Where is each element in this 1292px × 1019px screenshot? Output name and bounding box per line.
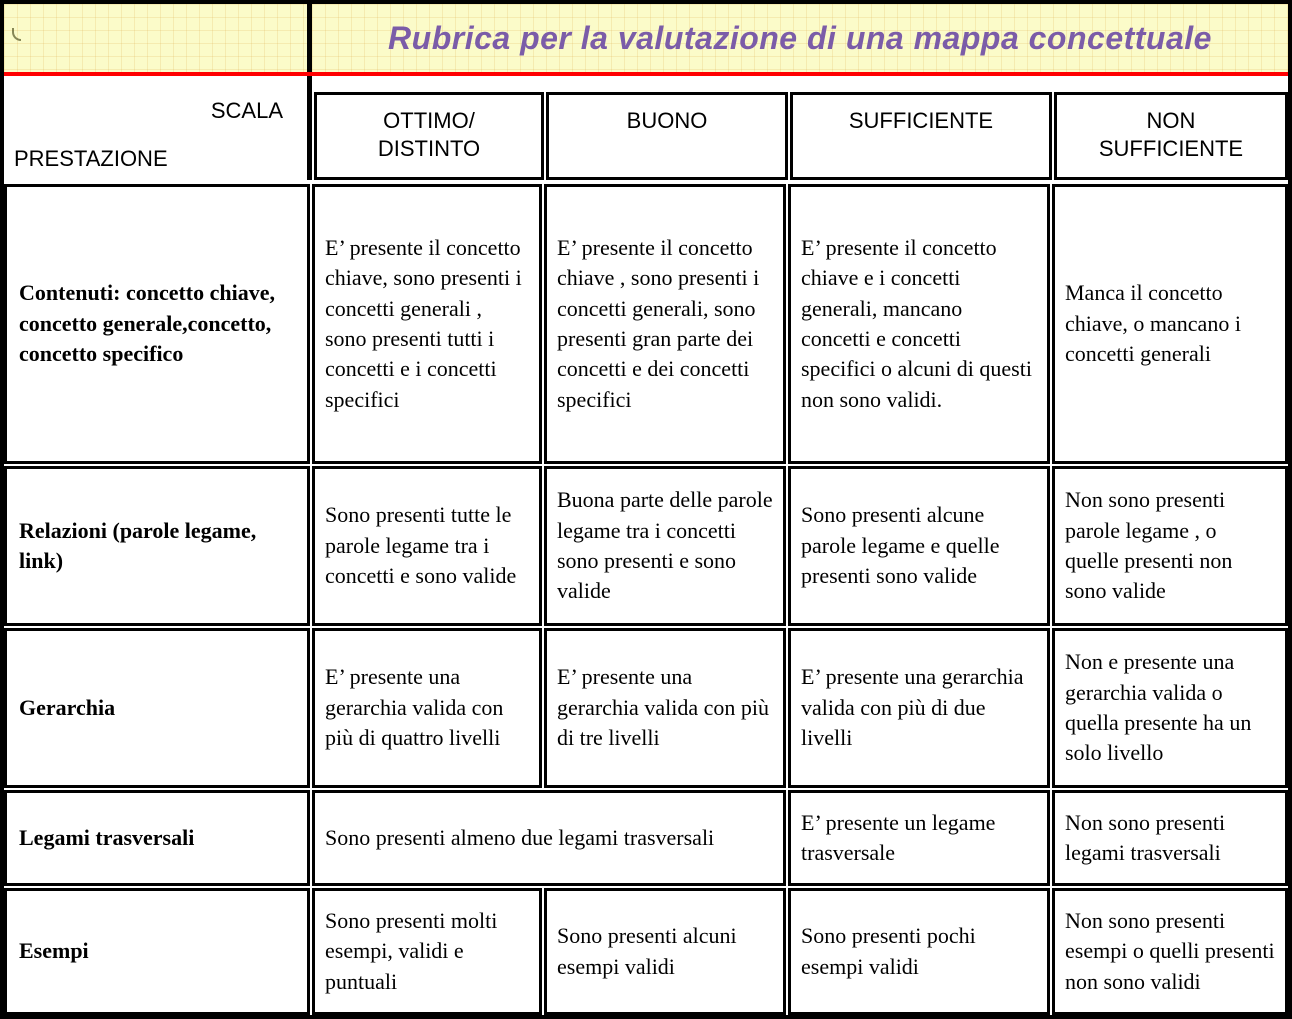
- table-row-contenuti: Contenuti: concetto chiave, concetto gen…: [4, 184, 1288, 464]
- corner-cell: SCALA PRESTAZIONE: [4, 92, 312, 180]
- column-header-sufficiente: SUFFICIENTE: [790, 92, 1052, 180]
- object-anchor-icon: [12, 28, 21, 41]
- table-header-row: SCALA PRESTAZIONE OTTIMO/ DISTINTO BUONO…: [4, 92, 1288, 180]
- page-title: Rubrica per la valutazione di una mappa …: [388, 19, 1212, 56]
- non-sufficiente-cell: Non e presente una gerarchia valida o qu…: [1052, 628, 1288, 788]
- ottimo-cell: E’ presente il concetto chiave, sono pre…: [312, 184, 542, 464]
- title-cell: Rubrica per la valutazione di una mappa …: [312, 4, 1288, 72]
- table-row-esempi: Esempi Sono presenti molti esempi, valid…: [4, 888, 1288, 1015]
- criterion-cell: Esempi: [4, 888, 310, 1015]
- column-header-buono: BUONO: [546, 92, 788, 180]
- ottimo-buono-merged-cell: Sono presenti almeno due legami trasvers…: [312, 790, 786, 886]
- buono-cell: Sono presenti alcuni esempi validi: [544, 888, 786, 1015]
- non-sufficiente-cell: Non sono presenti esempi o quelli presen…: [1052, 888, 1288, 1015]
- scale-axis-label: SCALA: [210, 98, 283, 123]
- red-divider-line: [4, 72, 1288, 76]
- header-gap-left: [4, 76, 312, 92]
- table-row-gerarchia: Gerarchia E’ presente una gerarchia vali…: [4, 628, 1288, 788]
- title-band: Rubrica per la valutazione di una mappa …: [4, 4, 1288, 72]
- sufficiente-cell: E’ presente il concetto chiave e i conce…: [788, 184, 1050, 464]
- sufficiente-cell: Sono presenti pochi esempi validi: [788, 888, 1050, 1015]
- title-band-left-cell: [4, 4, 312, 72]
- non-sufficiente-cell: Manca il concetto chiave, o mancano i co…: [1052, 184, 1288, 464]
- criterion-cell: Legami trasversali: [4, 790, 310, 886]
- criterion-cell: Relazioni (parole legame, link): [4, 466, 310, 626]
- header-gap-row: [4, 76, 1288, 92]
- non-sufficiente-cell: Non sono presenti parole legame , o quel…: [1052, 466, 1288, 626]
- sufficiente-cell: E’ presente un legame trasversale: [788, 790, 1050, 886]
- performance-axis-label: PRESTAZIONE: [14, 146, 168, 171]
- sufficiente-cell: E’ presente una gerarchia valida con più…: [788, 628, 1050, 788]
- buono-cell: E’ presente il concetto chiave , sono pr…: [544, 184, 786, 464]
- ottimo-cell: E’ presente una gerarchia valida con più…: [312, 628, 542, 788]
- criterion-cell: Gerarchia: [4, 628, 310, 788]
- non-sufficiente-cell: Non sono presenti legami trasversali: [1052, 790, 1288, 886]
- buono-cell: E’ presente una gerarchia valida con più…: [544, 628, 786, 788]
- column-header-non-sufficiente: NON SUFFICIENTE: [1054, 92, 1288, 180]
- criterion-cell: Contenuti: concetto chiave, concetto gen…: [4, 184, 310, 464]
- ottimo-cell: Sono presenti tutte le parole legame tra…: [312, 466, 542, 626]
- sufficiente-cell: Sono presenti alcune parole legame e que…: [788, 466, 1050, 626]
- table-row-legami-trasversali: Legami trasversali Sono presenti almeno …: [4, 790, 1288, 886]
- column-header-ottimo-distinto: OTTIMO/ DISTINTO: [314, 92, 544, 180]
- table-row-relazioni: Relazioni (parole legame, link) Sono pre…: [4, 466, 1288, 626]
- ottimo-cell: Sono presenti molti esempi, validi e pun…: [312, 888, 542, 1015]
- buono-cell: Buona parte delle parole legame tra i co…: [544, 466, 786, 626]
